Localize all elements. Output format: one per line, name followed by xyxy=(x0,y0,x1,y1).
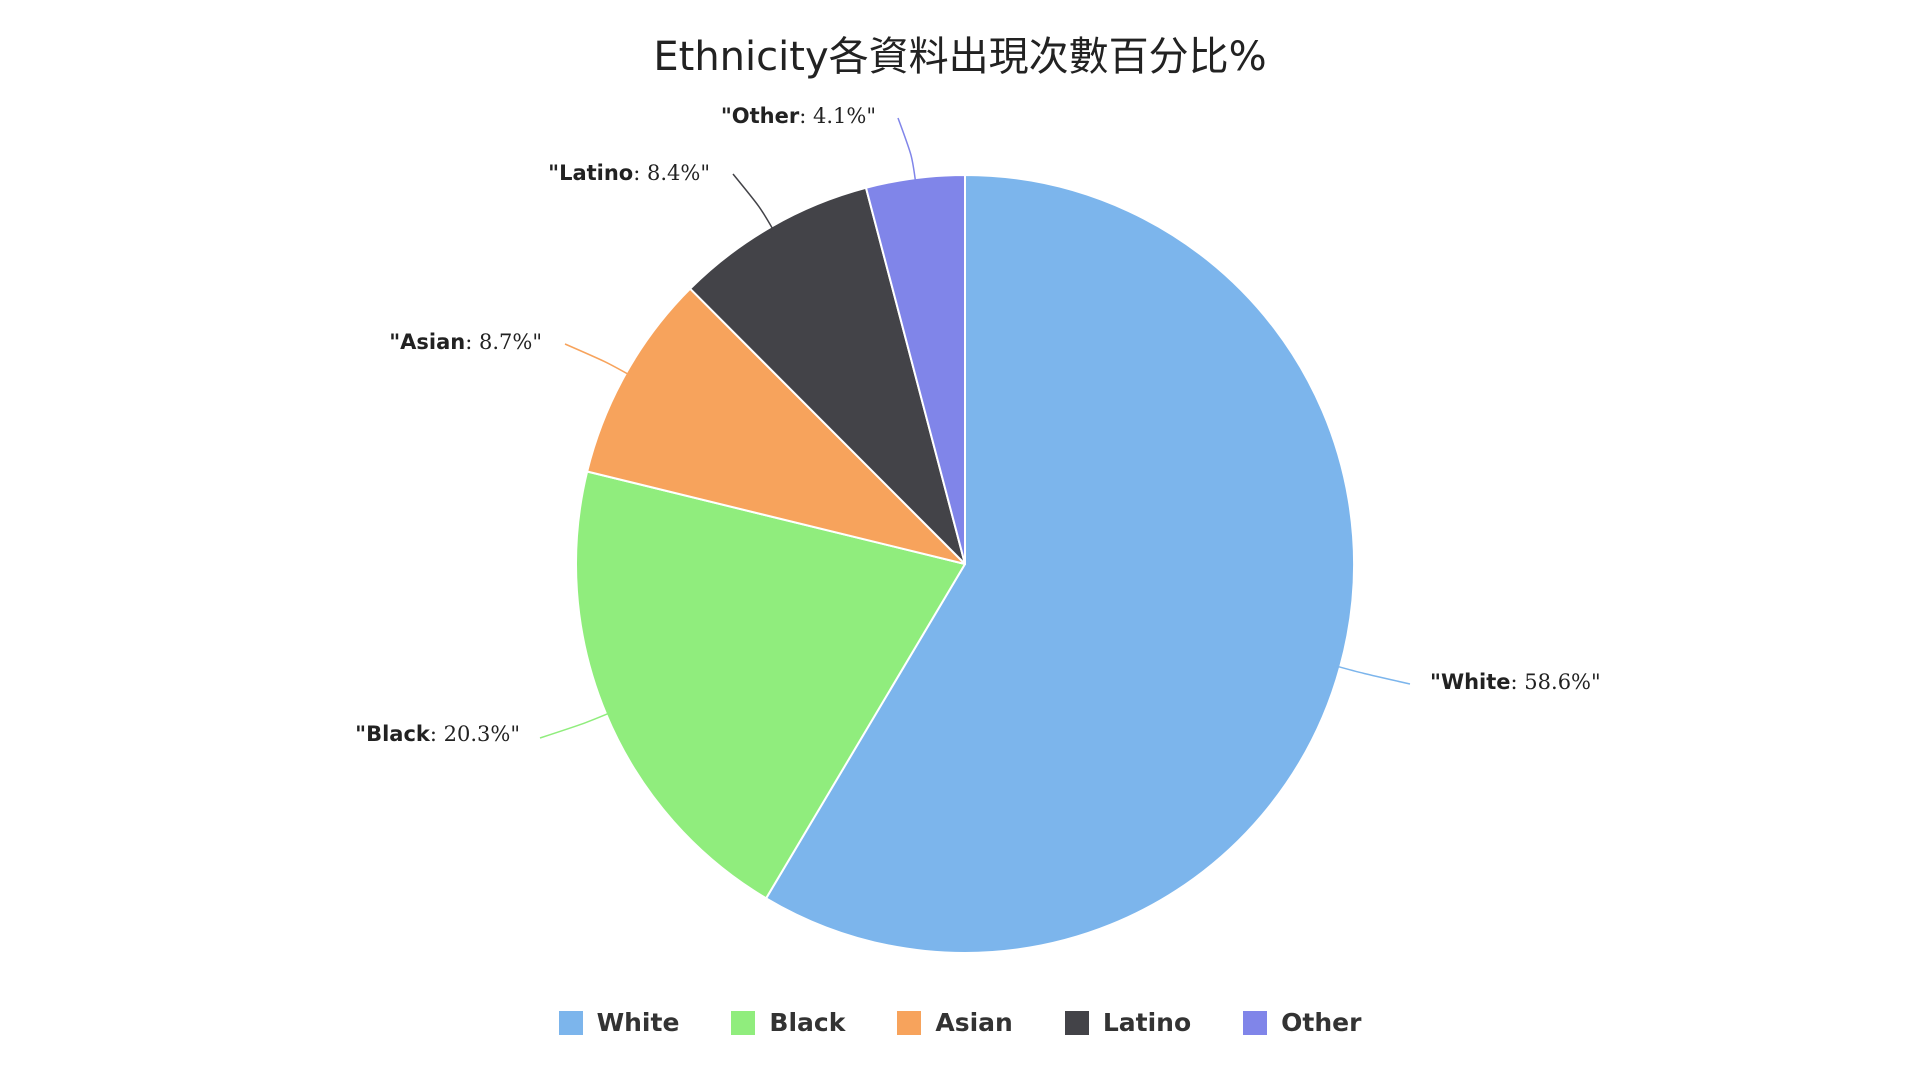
data-label-value-asian: : 8.7%" xyxy=(465,330,542,354)
data-label-value-latino: : 8.4%" xyxy=(633,161,710,185)
legend-item-black[interactable]: Black xyxy=(731,1008,845,1037)
legend-label-latino: Latino xyxy=(1102,1008,1192,1037)
connector-latino xyxy=(732,173,775,231)
data-label-name-latino: "Latino xyxy=(548,161,633,185)
data-label-value-black: : 20.3%" xyxy=(430,722,520,746)
connector-asian xyxy=(564,343,630,376)
data-label-latino: "Latino: 8.4%" xyxy=(548,161,710,185)
data-label-name-white: "White xyxy=(1430,670,1511,694)
legend-label-other: Other xyxy=(1281,1008,1362,1037)
legend-item-other[interactable]: Other xyxy=(1243,1008,1361,1037)
legend-label-white: White xyxy=(596,1008,680,1037)
legend-swatch-latino xyxy=(1064,1010,1089,1035)
data-label-white: "White: 58.6%" xyxy=(1430,670,1601,694)
legend-item-asian[interactable]: Asian xyxy=(897,1008,1013,1037)
connector-white xyxy=(1336,665,1411,685)
label-connectors xyxy=(539,117,1411,739)
connector-other xyxy=(897,117,917,183)
legend: White Black Asian Latino Other xyxy=(0,1008,1920,1037)
connector-black xyxy=(539,712,611,739)
data-label-asian: "Asian: 8.7%" xyxy=(389,330,542,354)
legend-item-white[interactable]: White xyxy=(558,1008,680,1037)
legend-swatch-white xyxy=(558,1010,583,1035)
legend-item-latino[interactable]: Latino xyxy=(1064,1008,1192,1037)
legend-label-asian: Asian xyxy=(935,1008,1013,1037)
chart-title: Ethnicity各資料出現次數百分比% xyxy=(653,34,1267,80)
legend-swatch-asian xyxy=(897,1010,922,1035)
legend-swatch-black xyxy=(731,1010,756,1035)
data-labels: "White: 58.6%" "Black: 20.3%" "Asian: 8.7%… xyxy=(355,104,1601,746)
data-label-black: "Black: 20.3%" xyxy=(355,722,520,746)
pie-slices xyxy=(575,174,1355,954)
legend-label-black: Black xyxy=(769,1008,846,1037)
data-label-value-white: : 58.6%" xyxy=(1511,670,1601,694)
data-label-name-black: "Black xyxy=(355,722,431,746)
legend-swatch-other xyxy=(1243,1010,1268,1035)
data-label-value-other: : 4.1%" xyxy=(799,104,876,128)
data-label-name-other: "Other xyxy=(721,104,800,128)
data-label-other: "Other: 4.1%" xyxy=(721,104,876,128)
data-label-name-asian: "Asian xyxy=(389,330,465,354)
